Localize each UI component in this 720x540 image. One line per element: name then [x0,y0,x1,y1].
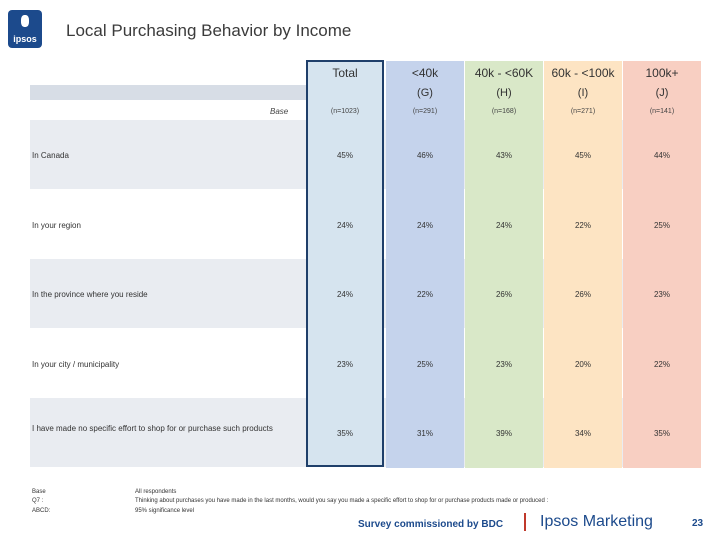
footnote-q-val: Thinking about purchases you have made i… [135,498,549,504]
base-label: Base [270,107,289,116]
base-i: (n=271) [570,108,596,115]
column-code-i: (I) [577,87,589,99]
base-total: (n=1023) [330,108,360,115]
cell: 20% [574,360,591,369]
footer-separator [524,513,526,531]
cell: 22% [653,360,670,369]
cell: 22% [416,290,433,299]
cell: 43% [495,151,512,160]
column-total-bg [306,60,384,467]
cell: 35% [336,429,353,438]
column-header-j: 100k+ [645,66,679,80]
cell: 25% [416,360,433,369]
cell: 31% [416,429,433,438]
logo-text: ipsos [13,34,37,44]
column-h-bg [465,61,543,468]
cell: 45% [336,151,353,160]
cell: 39% [495,429,512,438]
footnote-abcd-key: ABCD: [32,508,51,514]
cell: 22% [574,221,591,230]
footer-brand: Ipsos Marketing [540,513,653,530]
cell: 26% [574,290,591,299]
column-j-bg [623,61,701,468]
cell: 25% [653,221,670,230]
base-g: (n=291) [412,108,438,115]
cell: 24% [336,221,353,230]
column-i-bg [544,61,622,468]
row-label-region: In your region [32,221,81,230]
column-code-j: (J) [655,87,669,99]
column-header-i: 60k - <100k [551,66,615,80]
cell: 24% [495,221,512,230]
column-header-h: 40k - <60K [474,66,534,80]
base-j: (n=141) [649,108,675,115]
page-number: 23 [692,518,704,529]
cell: 26% [495,290,512,299]
cell: 24% [336,290,353,299]
column-header-g: <40k [411,66,439,80]
cell: 45% [574,151,591,160]
cell: 35% [653,429,670,438]
cell: 44% [653,151,670,160]
cell: 23% [495,360,512,369]
header-band [30,85,306,100]
logo-mark [21,15,29,27]
base-h: (n=168) [491,108,517,115]
column-g-bg [386,61,464,468]
column-code-g: (G) [417,87,433,99]
cell: 24% [416,221,433,230]
row-label-city: In your city / municipality [32,360,120,369]
footnote-abcd-val: 95% significance level [135,508,195,514]
page-title: Local Purchasing Behavior by Income [66,21,352,40]
footnote-base-val: All respondents [135,489,177,495]
row-label-canada: In Canada [32,151,69,160]
row-label-province: In the province where you reside [32,290,148,299]
footnote-base-key: Base [32,489,46,495]
cell: 46% [416,151,433,160]
column-header-total: Total [332,66,358,80]
cell: 23% [653,290,670,299]
row-label-no-effort: I have made no specific effort to shop f… [32,424,273,433]
ipsos-logo-icon: ipsos [8,10,42,48]
footer-commission: Survey commissioned by BDC [358,519,504,530]
cell: 34% [574,429,591,438]
cell: 23% [336,360,353,369]
footnote-q-key: Q7 : [32,498,44,504]
column-code-h: (H) [496,87,512,99]
